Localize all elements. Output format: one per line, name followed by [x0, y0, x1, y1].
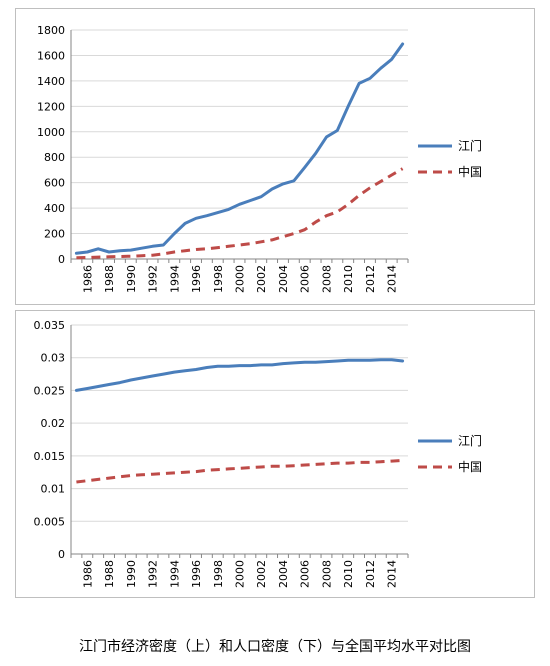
x-tick-label: 2000 — [234, 265, 247, 293]
y-tick-label: 800 — [44, 151, 65, 164]
chart-panel-economic-density: 0 200 400 600 800 1000 1200 1400 1600 1800 1986 198… — [15, 8, 535, 305]
x-tick-label: 1992 — [147, 560, 160, 588]
series-line-jiangmen — [74, 358, 405, 392]
economic-density-chart: 0 200 400 600 800 1000 1200 1400 1600 1800 1986 198… — [37, 24, 482, 293]
x-tick-label: 2004 — [277, 560, 290, 588]
y-tick-label: 600 — [44, 177, 65, 190]
y-tick-label: 400 — [44, 202, 65, 215]
x-tick-label: 1996 — [190, 560, 203, 588]
y-tick-label: 1800 — [37, 24, 65, 37]
x-tick-label: 2008 — [320, 560, 333, 588]
x-tick-label: 1992 — [147, 265, 160, 293]
x-tick-label: 1988 — [103, 265, 116, 293]
x-tick-label: 1990 — [125, 560, 138, 588]
y-tick-label: 0.035 — [34, 319, 66, 332]
x-tick-label: 2014 — [386, 265, 399, 293]
x-tick-label: 2008 — [320, 265, 333, 293]
x-tick-label: 2002 — [255, 560, 268, 588]
x-tick-label: 2014 — [386, 560, 399, 588]
legend-label: 中国 — [458, 164, 482, 179]
x-tick-label: 2010 — [342, 560, 355, 588]
legend-label: 江门 — [458, 433, 482, 448]
x-tick-label: 1996 — [190, 265, 203, 293]
y-tick-label: 200 — [44, 228, 65, 241]
y-tick-label: 1400 — [37, 75, 65, 88]
y-tick-label: 1200 — [37, 100, 65, 113]
legend-label: 江门 — [458, 138, 482, 153]
x-tick-label: 2012 — [364, 265, 377, 293]
population-density-chart: 0 0.005 0.01 0.015 0.02 0.025 0.03 0.035 1986 198… — [34, 319, 483, 588]
y-tick-label: 0 — [58, 548, 65, 561]
x-tick-label: 1994 — [168, 265, 181, 293]
figure-caption: 江门市经济密度（上）和人口密度（下）与全国平均水平对比图 — [79, 639, 471, 655]
y-tick-label: 1600 — [37, 49, 65, 62]
y-tick-label: 0.005 — [34, 515, 66, 528]
x-tick-label: 2010 — [342, 265, 355, 293]
x-tick-label: 1986 — [81, 265, 94, 293]
x-tick-label: 1986 — [81, 560, 94, 588]
x-tick-label: 2002 — [255, 265, 268, 293]
x-tick-label: 1990 — [125, 265, 138, 293]
x-tick-label: 2006 — [299, 560, 312, 588]
x-tick-label: 1998 — [212, 265, 225, 293]
y-tick-label: 0.015 — [34, 450, 66, 463]
x-tick-label: 2004 — [277, 265, 290, 293]
y-tick-label: 0.02 — [41, 417, 66, 430]
x-tick-label: 2000 — [234, 560, 247, 588]
y-tick-label: 1000 — [37, 126, 65, 139]
x-tick-label: 2012 — [364, 560, 377, 588]
x-tick-label: 1988 — [103, 560, 116, 588]
y-tick-label: 0.025 — [34, 384, 66, 397]
x-tick-label: 2006 — [299, 265, 312, 293]
y-tick-label: 0 — [58, 253, 65, 266]
y-tick-label: 0.03 — [41, 352, 66, 365]
series-line-china — [76, 167, 404, 260]
series-line-china — [76, 458, 403, 484]
x-tick-label: 1994 — [168, 560, 181, 588]
chart-panel-population-density: 0 0.005 0.01 0.015 0.02 0.025 0.03 0.035 1986 198… — [15, 310, 535, 598]
y-tick-label: 0.01 — [41, 483, 66, 496]
x-tick-label: 1998 — [212, 560, 225, 588]
legend-label: 中国 — [458, 459, 482, 474]
series-line-jiangmen — [74, 42, 405, 255]
